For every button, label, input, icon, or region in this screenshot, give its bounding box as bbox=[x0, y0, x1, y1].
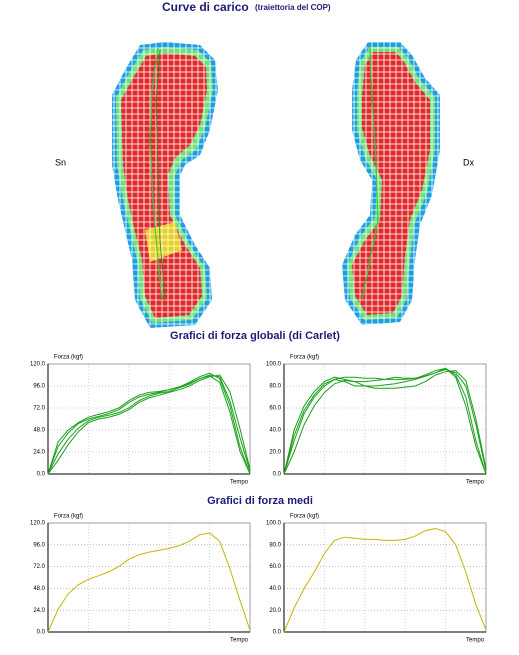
y-tick-label: 0.0 bbox=[273, 472, 282, 478]
y-tick-label: 20.0 bbox=[269, 450, 281, 456]
plot-area bbox=[283, 522, 487, 633]
y-axis-label: Forza (kgf) bbox=[290, 355, 319, 361]
plot-area bbox=[47, 363, 251, 475]
y-tick-label: 0.0 bbox=[37, 630, 46, 636]
y-tick-label: 0.0 bbox=[37, 472, 46, 478]
section-title: Grafici di forza globali (di Carlet) bbox=[170, 330, 340, 342]
y-tick-label: 60.0 bbox=[269, 564, 281, 570]
subtitle: (traiettoria del COP) bbox=[255, 3, 331, 12]
plot-area bbox=[283, 363, 487, 475]
data-line bbox=[283, 368, 487, 475]
y-tick-label: 120.0 bbox=[30, 521, 46, 527]
y-tick-label: 80.0 bbox=[269, 384, 281, 390]
y-tick-label: 24.0 bbox=[33, 450, 45, 456]
plot-area bbox=[47, 522, 251, 633]
y-tick-label: 48.0 bbox=[33, 586, 45, 592]
y-tick-label: 96.0 bbox=[33, 384, 45, 390]
data-line bbox=[283, 367, 487, 475]
data-line bbox=[47, 532, 251, 633]
left-foot bbox=[110, 40, 220, 330]
y-tick-label: 24.0 bbox=[33, 608, 45, 614]
x-axis-label: Tempo bbox=[466, 480, 485, 486]
y-axis-label: Forza (kgf) bbox=[54, 355, 83, 361]
x-axis-label: Tempo bbox=[230, 638, 249, 644]
left-label: Sn bbox=[55, 157, 66, 167]
y-tick-label: 120.0 bbox=[30, 362, 46, 368]
y-axis-label: Forza (kgf) bbox=[54, 514, 83, 520]
data-line bbox=[47, 374, 251, 475]
y-axis-label: Forza (kgf) bbox=[290, 514, 319, 520]
y-tick-label: 48.0 bbox=[33, 428, 45, 434]
section-title: Grafici di forza medi bbox=[207, 495, 313, 507]
y-tick-label: 100.0 bbox=[266, 521, 282, 527]
y-tick-label: 72.0 bbox=[33, 564, 45, 570]
right-label: Dx bbox=[463, 157, 474, 167]
data-line bbox=[47, 375, 251, 475]
y-tick-label: 100.0 bbox=[266, 362, 282, 368]
y-tick-label: 72.0 bbox=[33, 406, 45, 412]
right-foot bbox=[340, 40, 445, 330]
y-tick-label: 40.0 bbox=[269, 428, 281, 434]
x-axis-label: Tempo bbox=[230, 480, 249, 486]
x-axis-label: Tempo bbox=[466, 638, 485, 644]
data-line bbox=[47, 372, 251, 475]
data-line bbox=[283, 370, 487, 475]
y-tick-label: 60.0 bbox=[269, 406, 281, 412]
y-tick-label: 20.0 bbox=[269, 608, 281, 614]
title: Curve di carico bbox=[162, 0, 249, 14]
y-tick-label: 40.0 bbox=[269, 586, 281, 592]
data-line bbox=[47, 374, 251, 475]
y-tick-label: 96.0 bbox=[33, 542, 45, 548]
y-tick-label: 0.0 bbox=[273, 630, 282, 636]
y-tick-label: 80.0 bbox=[269, 542, 281, 548]
data-line bbox=[283, 527, 487, 633]
data-line bbox=[283, 367, 487, 475]
